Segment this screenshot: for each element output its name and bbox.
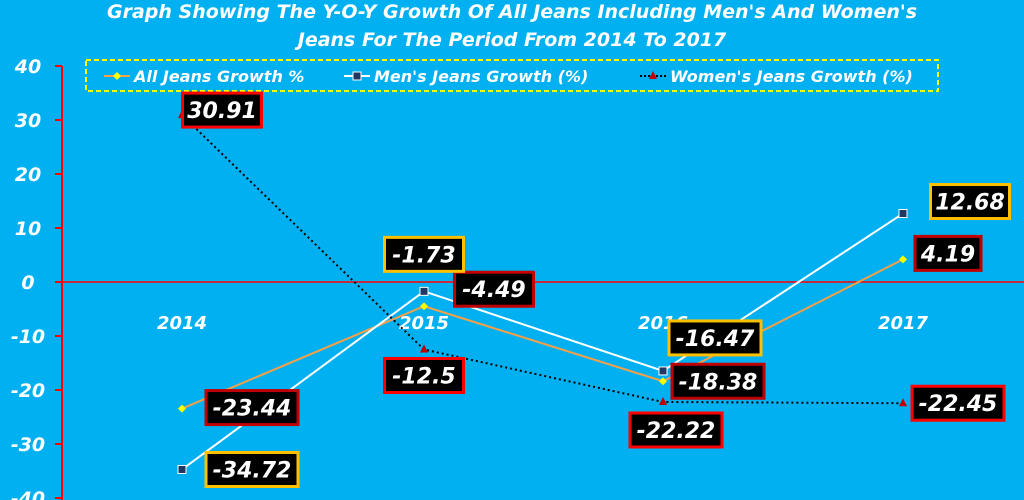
data-point [658, 366, 668, 376]
data-label-box [929, 183, 1011, 221]
data-label: -1.73 [392, 243, 455, 268]
data-point [899, 255, 907, 264]
data-label: -18.38 [679, 370, 758, 395]
chart-title-line2: Jeans For The Period From 2014 To 2017 [294, 29, 727, 51]
data-label: -16.47 [676, 327, 755, 352]
data-point [659, 377, 667, 386]
data-point [177, 464, 187, 474]
y-tick-label: -10 [11, 326, 45, 348]
y-tick-label: -20 [11, 380, 45, 402]
data-label-box [181, 91, 263, 129]
series-line [181, 258, 904, 410]
data-label: 30.91 [187, 99, 257, 124]
legend-marker [649, 71, 657, 79]
x-tick-label: 2017 [878, 313, 929, 334]
y-tick-label: 20 [15, 164, 41, 186]
data-label: 12.68 [935, 191, 1005, 216]
data-label-box [670, 362, 766, 400]
y-tick-label: 0 [21, 272, 34, 294]
legend-marker [113, 72, 121, 80]
x-tick-label: 2015 [399, 313, 449, 334]
data-point [419, 286, 429, 296]
data-label-box [383, 357, 465, 394]
legend-label: Men's Jeans Growth (%) [374, 67, 588, 86]
data-point [420, 344, 428, 353]
data-label-box [910, 384, 1006, 422]
data-point [420, 302, 428, 311]
y-tick-label: 10 [15, 218, 41, 240]
data-label-box [204, 389, 300, 427]
data-point [178, 404, 186, 413]
data-label: -4.49 [462, 278, 525, 303]
data-label-box [453, 270, 535, 308]
y-tick-label: 40 [14, 56, 41, 78]
data-label: -22.22 [637, 419, 716, 444]
series-line [181, 212, 904, 471]
data-label: -22.45 [919, 392, 998, 417]
data-label-box [383, 235, 465, 273]
series-line [181, 114, 904, 405]
data-label: -34.72 [213, 458, 292, 483]
data-label: 4.19 [920, 242, 975, 267]
legend: All Jeans Growth % Men's Jeans Growth (%)… [85, 59, 939, 92]
chart-title-line1: Graph Showing The Y-O-Y Growth Of All Je… [107, 1, 917, 23]
y-tick-label: 30 [15, 110, 41, 132]
x-tick-label: 2014 [157, 313, 207, 334]
data-point [899, 398, 907, 407]
legend-marker [352, 71, 362, 81]
data-point [659, 396, 667, 405]
legend-border [85, 59, 939, 92]
data-label-box [628, 411, 724, 449]
legend-label: Women's Jeans Growth (%) [670, 67, 913, 86]
data-label-box [667, 319, 763, 357]
data-point [898, 209, 908, 219]
data-label: -23.44 [213, 397, 292, 422]
y-tick-label: -40 [11, 488, 45, 500]
data-label: -12.5 [392, 365, 455, 390]
data-label-box [204, 450, 300, 488]
y-tick-label: -30 [11, 434, 45, 456]
legend-label: All Jeans Growth % [132, 67, 304, 86]
data-label-box [913, 234, 983, 272]
